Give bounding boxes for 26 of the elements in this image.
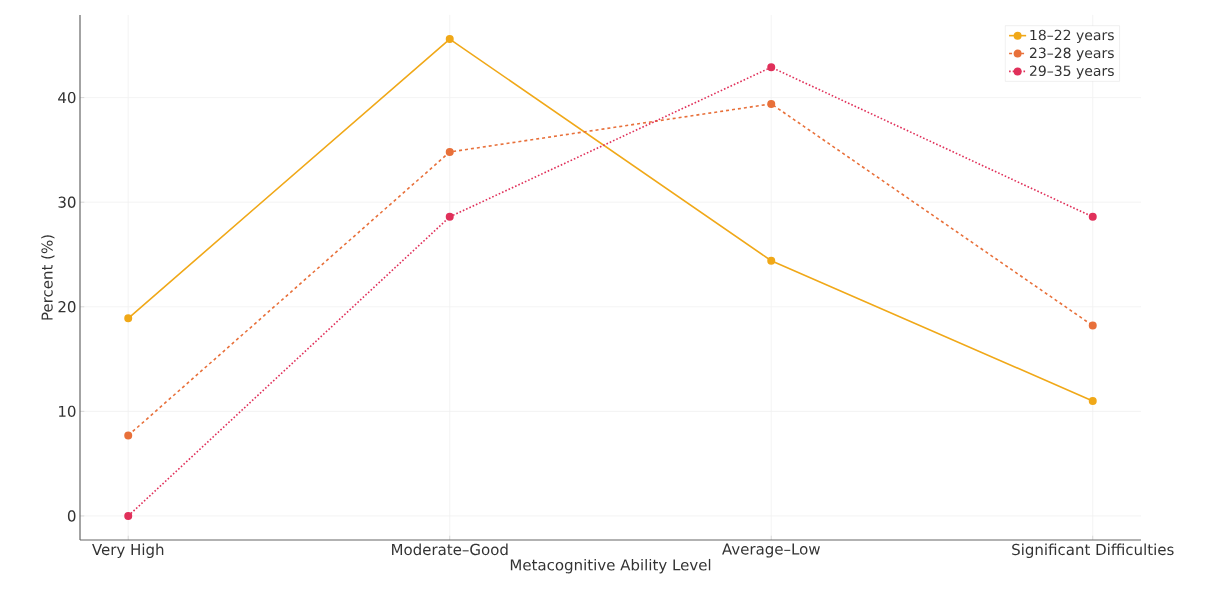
point [1088,212,1097,221]
legend-label: 23–28 years [1029,47,1114,61]
x-tick-label: Significant Difficulties [1012,543,1174,559]
y-tick-label: 20 [58,301,76,313]
point [767,256,776,265]
point [767,99,776,108]
point [767,63,776,72]
point [445,212,454,221]
x-axis-title: Metacognitive Ability Level [510,558,711,574]
y-tick-label: 40 [58,91,76,104]
point [124,511,133,520]
x-tick-label: Average–Low [722,543,820,558]
point [445,35,454,44]
legend-label: 18–22 years [1030,29,1114,43]
point [124,314,133,323]
y-axis-title: Percent (%) [41,235,55,320]
y-tick-label: 30 [58,196,76,208]
x-tick-label: Very High [92,543,164,559]
point [124,431,133,440]
y-tick-label: 0 [67,510,76,522]
point [1088,321,1097,330]
x-tick-label: Moderate–Good [392,543,508,556]
y-tick-label: 10 [59,405,76,418]
point [445,148,454,156]
point [1088,396,1097,405]
legend-label: 29–35 years [1029,65,1114,79]
